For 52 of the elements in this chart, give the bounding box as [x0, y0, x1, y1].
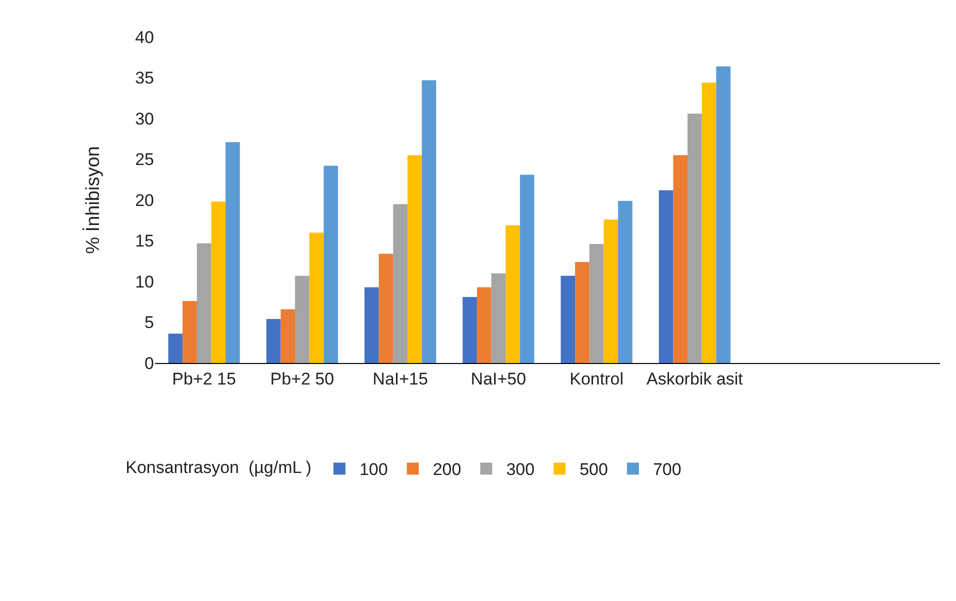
bar	[393, 204, 408, 363]
legend-label: 300	[506, 460, 535, 480]
y-tick-label: 30	[135, 109, 154, 128]
x-tick-label: NaI+50	[470, 369, 526, 388]
y-tick-label: 15	[135, 232, 154, 251]
bar	[280, 309, 296, 363]
bar	[226, 142, 240, 363]
legend-title: Konsantrasyon (µg/mL )	[126, 458, 312, 478]
bar	[604, 220, 618, 363]
bar	[560, 276, 576, 363]
bar	[658, 190, 674, 363]
bar	[618, 200, 632, 363]
bar	[364, 287, 379, 363]
bar	[673, 155, 688, 363]
bar	[716, 66, 730, 363]
bar	[520, 174, 534, 363]
bar	[378, 254, 394, 363]
legend-label: 700	[652, 460, 682, 480]
y-tick-label: 40	[135, 28, 154, 47]
x-tick-label: Pb+2 50	[270, 369, 334, 388]
bar	[589, 244, 604, 363]
bar	[309, 232, 324, 363]
bar	[422, 80, 436, 363]
x-tick-label: Kontrol	[570, 369, 624, 388]
y-tick-label: 0	[144, 354, 154, 373]
bar	[324, 166, 338, 363]
bar	[575, 262, 590, 363]
bar	[506, 225, 520, 363]
bar	[476, 287, 492, 363]
bar	[491, 273, 506, 363]
y-tick-label: 10	[135, 272, 154, 292]
y-tick-label: 20	[135, 190, 154, 210]
y-tick-label: 5	[144, 313, 154, 332]
y-tick-label: 25	[135, 150, 154, 170]
x-tick-label: NaI+15	[372, 369, 428, 388]
x-tick-label: Askorbik asit	[646, 369, 744, 388]
x-tick-label: Pb+2 15	[172, 369, 236, 388]
legend-label: 500	[580, 460, 608, 480]
bar	[702, 82, 716, 363]
bar	[266, 318, 281, 363]
bar	[295, 276, 310, 363]
y-axis-title: % İnhibisyon	[82, 146, 104, 254]
bar	[462, 296, 477, 363]
bar	[182, 301, 197, 363]
legend-label: 100	[359, 460, 388, 480]
legend-label: 200	[432, 460, 462, 480]
bar	[407, 155, 422, 363]
y-tick-label: 35	[135, 68, 154, 88]
bar	[196, 243, 212, 363]
bar	[211, 202, 226, 363]
bar	[168, 334, 183, 363]
bar	[688, 114, 702, 363]
